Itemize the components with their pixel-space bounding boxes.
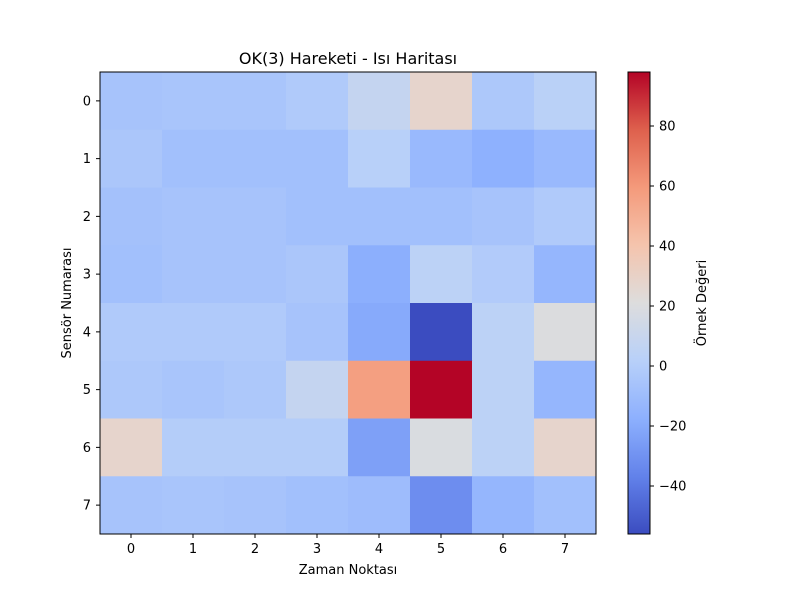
colorbar-tick-label: 60 <box>659 180 676 195</box>
x-tick-label: 4 <box>375 542 383 557</box>
heatmap-cell <box>410 245 473 304</box>
y-tick-label: 3 <box>83 268 91 283</box>
heatmap-cell <box>348 418 411 477</box>
y-tick-label: 7 <box>83 499 91 514</box>
heatmap-cell <box>286 360 349 419</box>
colorbar-tick-label: 40 <box>659 240 676 255</box>
heatmap-cell <box>100 476 163 535</box>
heatmap-cell <box>162 418 225 477</box>
heatmap-cell <box>286 303 349 362</box>
heatmap-cell <box>224 72 287 131</box>
heatmap-cell <box>286 129 349 188</box>
plot-frame <box>99 71 597 535</box>
heatmap-cell <box>100 360 163 419</box>
y-axis-label: Sensör Numarası <box>60 248 75 359</box>
heatmap-cell <box>472 418 535 477</box>
heatmap-cells <box>100 72 597 535</box>
heatmap-cell <box>162 303 225 362</box>
heatmap-cell <box>472 187 535 246</box>
x-tick-label: 6 <box>499 542 507 557</box>
heatmap-cell <box>224 303 287 362</box>
heatmap-cell <box>472 129 535 188</box>
x-tick-label: 7 <box>561 542 569 557</box>
colorbar-frame <box>627 71 651 535</box>
heatmap-cell <box>534 187 597 246</box>
colorbar-ticks: −40 −20 0 20 40 60 80 <box>650 120 686 495</box>
heatmap-cell <box>534 360 597 419</box>
heatmap-cell <box>348 129 411 188</box>
colorbar-tick-label: −40 <box>659 480 686 495</box>
y-tick-label: 5 <box>83 383 91 398</box>
heatmap-cell <box>224 476 287 535</box>
heatmap-cell <box>162 72 225 131</box>
colorbar-tick-label: 0 <box>659 360 667 375</box>
heatmap-cell <box>348 72 411 131</box>
colorbar-tick-label: 80 <box>659 120 676 135</box>
colorbar-label: Örnek Değeri <box>693 260 710 346</box>
colorbar-tick-label: 20 <box>659 300 676 315</box>
heatmap-cell <box>224 129 287 188</box>
heatmap-cell <box>100 129 163 188</box>
heatmap-cell <box>472 476 535 535</box>
heatmap-cell <box>162 129 225 188</box>
y-tick-label: 6 <box>83 441 91 456</box>
heatmap-cell <box>410 187 473 246</box>
heatmap-cell <box>100 245 163 304</box>
heatmap-cell <box>162 476 225 535</box>
x-tick-label: 1 <box>189 542 197 557</box>
heatmap-cell <box>286 72 349 131</box>
heatmap-cell <box>534 303 597 362</box>
heatmap-cell <box>348 187 411 246</box>
x-tick-label: 0 <box>127 542 135 557</box>
heatmap-cell <box>348 360 411 419</box>
heatmap-cell <box>472 245 535 304</box>
heatmap-cell <box>286 245 349 304</box>
heatmap-cell <box>286 187 349 246</box>
heatmap-cell <box>224 187 287 246</box>
heatmap-cell <box>410 476 473 535</box>
colorbar <box>628 72 650 534</box>
heatmap-cell <box>100 418 163 477</box>
heatmap-cell <box>534 129 597 188</box>
heatmap-cell <box>410 418 473 477</box>
heatmap-cell <box>100 72 163 131</box>
heatmap-cell <box>224 360 287 419</box>
heatmap-cell <box>410 129 473 188</box>
heatmap-cell <box>100 303 163 362</box>
x-axis-ticks: 0 1 2 3 4 5 6 7 <box>127 534 569 557</box>
heatmap-cell <box>410 72 473 131</box>
y-tick-label: 0 <box>83 94 91 109</box>
heatmap-cell <box>348 245 411 304</box>
x-tick-label: 5 <box>437 542 445 557</box>
heatmap-cell <box>472 360 535 419</box>
heatmap-cell <box>348 476 411 535</box>
heatmap-cell <box>162 187 225 246</box>
heatmap-cell <box>162 360 225 419</box>
x-tick-label: 2 <box>251 542 259 557</box>
heatmap-cell <box>534 418 597 477</box>
x-axis-label: Zaman Noktası <box>299 563 398 578</box>
heatmap-cell <box>224 418 287 477</box>
y-tick-label: 4 <box>83 325 91 340</box>
heatmap-cell <box>534 72 597 131</box>
heatmap-cell <box>410 360 473 419</box>
heatmap-cell <box>286 476 349 535</box>
heatmap-cell <box>224 245 287 304</box>
y-axis-ticks: 0 1 2 3 4 5 6 7 <box>83 94 100 514</box>
heatmap-cell <box>100 187 163 246</box>
colorbar-tick-label: −20 <box>659 420 686 435</box>
heatmap-cell <box>162 245 225 304</box>
heatmap-cell <box>286 418 349 477</box>
y-tick-label: 1 <box>83 152 91 167</box>
heatmap-cell <box>534 245 597 304</box>
chart-title: OK(3) Hareketi - Isı Haritası <box>239 49 457 68</box>
y-tick-label: 2 <box>83 210 91 225</box>
heatmap-cell <box>534 476 597 535</box>
heatmap-cell <box>410 303 473 362</box>
heatmap-cell <box>472 303 535 362</box>
heatmap-cell <box>348 303 411 362</box>
x-tick-label: 3 <box>313 542 321 557</box>
heatmap-cell <box>472 72 535 131</box>
